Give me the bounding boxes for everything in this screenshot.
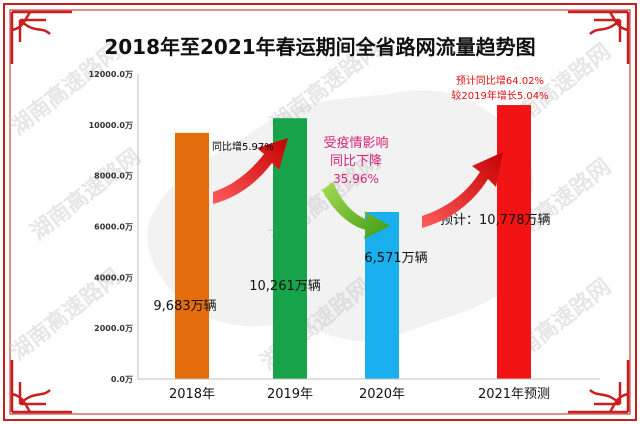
bar-4: [497, 105, 531, 379]
x-tick-label-1: 2018年: [169, 387, 215, 402]
increase-arrow-2019: [213, 138, 288, 204]
annotation-covid-line2: 同比下降: [330, 154, 382, 169]
annotation-covid-line1: 受疫情影响: [323, 135, 388, 151]
x-tick-label-3: 2020年: [359, 387, 405, 402]
y-tick-label-10000: 10000.0万: [89, 121, 133, 130]
annotation-forecast-line2: 较2019年增长5.04%: [451, 89, 548, 102]
value-label-group: 9,683万辆 10,261万辆 6,571万辆 预计：10,778万辆: [153, 213, 550, 314]
x-axis: 2018年 2019年 2020年 2021年预测: [138, 378, 600, 402]
bar-group: [175, 105, 531, 379]
y-tick-label-6000: 6000.0万: [94, 223, 133, 232]
background-map-shape: [147, 90, 534, 341]
y-axis: 0.0万 2000.0万 4000.0万 6000.0万 8000.0万 10000.0万…: [89, 70, 139, 384]
x-tick-label-4: 2021年预测: [478, 387, 550, 402]
data-label-3: 6,571万辆: [364, 251, 427, 266]
decrease-arrow-2020: [322, 182, 390, 239]
y-tick-label-2000: 2000.0万: [94, 324, 133, 333]
annotation-covid-line3: 35.96%: [333, 172, 379, 186]
y-tick-label-0: 0.0万: [111, 375, 133, 384]
annotation-yoy-2019: 同比增5.97%: [212, 140, 274, 153]
x-tick-label-2: 2019年: [267, 387, 313, 402]
y-tick-label-8000: 8000.0万: [94, 172, 133, 181]
bar-3: [365, 211, 399, 379]
data-label-4: 预计：10,778万辆: [440, 213, 551, 228]
bar-1: [175, 132, 209, 379]
data-label-2: 10,261万辆: [249, 279, 321, 294]
annotation-forecast-line1: 预计同比增64.02%: [456, 74, 544, 87]
y-tick-label-12000: 12000.0万: [89, 70, 133, 79]
decorative-frame: [3, 3, 637, 421]
increase-arrow-2021: [422, 152, 503, 228]
chart-title: 2018年至2021年春运期间全省路网流量趋势图: [104, 35, 535, 59]
data-label-1: 9,683万辆: [153, 299, 216, 314]
y-tick-label-4000: 4000.0万: [94, 273, 133, 282]
